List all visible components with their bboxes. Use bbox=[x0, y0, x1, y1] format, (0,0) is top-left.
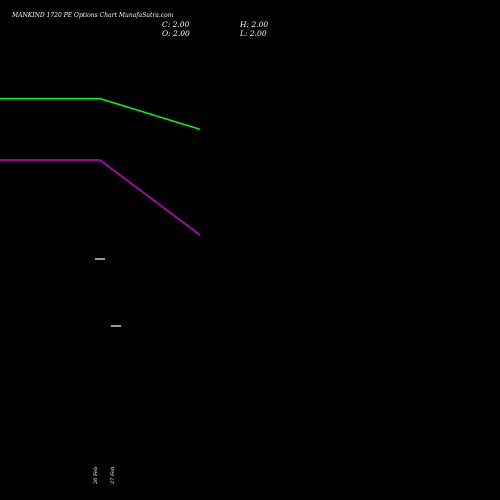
open-value: O: 2.00 bbox=[162, 29, 190, 38]
low-value: L: 2.00 bbox=[240, 29, 267, 38]
chart-title: MANKIND 1720 PE Options Chart MunafaSutr… bbox=[12, 12, 174, 19]
x-tick-label: 26 Feb bbox=[93, 467, 99, 485]
series-line-1 bbox=[0, 97, 201, 131]
x-tick-label: 27 Feb bbox=[110, 467, 116, 485]
series-line-2 bbox=[0, 159, 201, 236]
close-value: C: 2.00 bbox=[162, 20, 190, 29]
high-value: H: 2.00 bbox=[240, 20, 269, 29]
